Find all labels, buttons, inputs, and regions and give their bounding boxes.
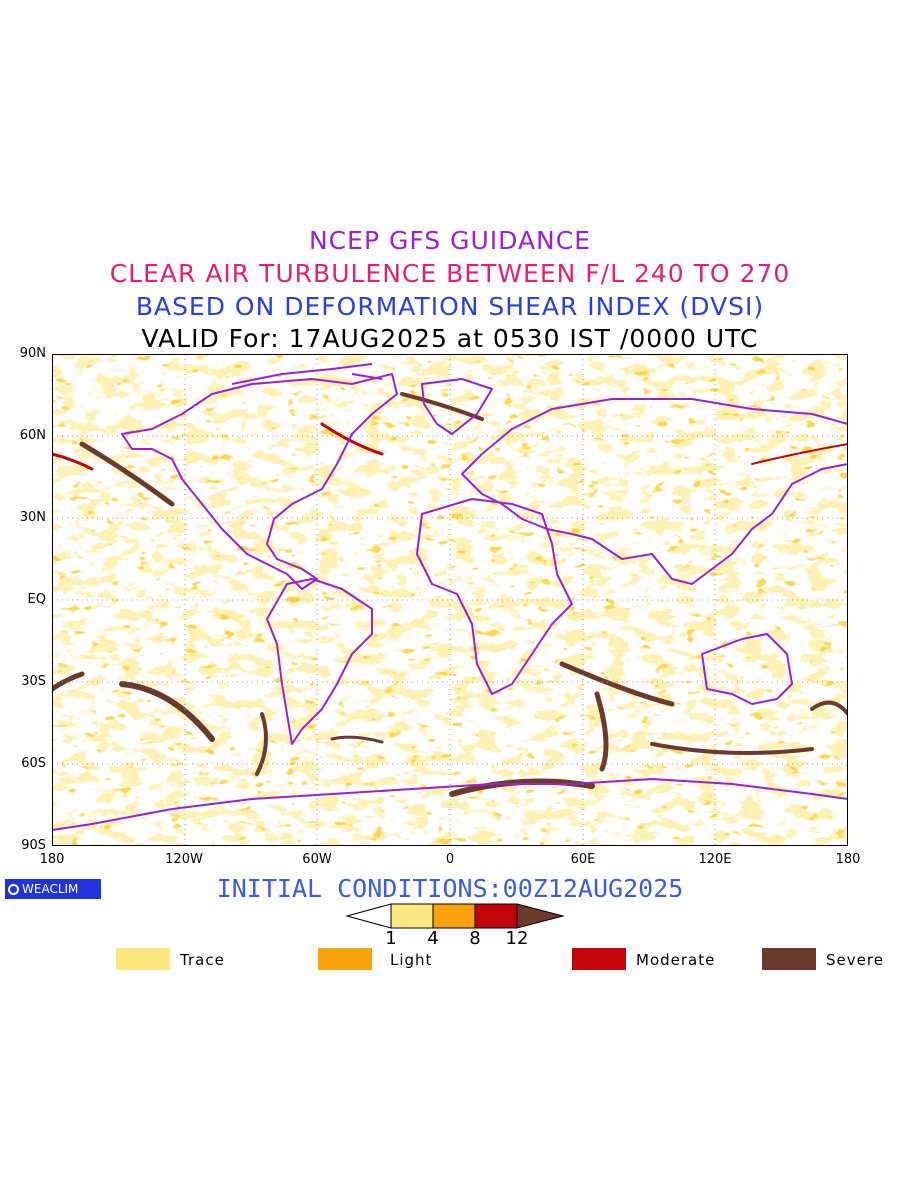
africa-coast [416, 498, 573, 695]
ytick-eq: EQ [27, 592, 46, 607]
colorbar-level-12: 12 [505, 928, 529, 949]
north-america-coast [121, 373, 398, 590]
gridlines [52, 354, 848, 846]
ytick-90n: 90N [19, 346, 46, 361]
ytick-60n: 60N [19, 428, 46, 443]
legend-label-moderate: Moderate [636, 951, 716, 969]
ytick-90s: 90S [21, 838, 46, 853]
eurasia-coast [461, 398, 848, 585]
legend-label-trace: Trace [180, 951, 225, 969]
colorbar-moderate-bin [474, 903, 518, 929]
ytick-60s: 60S [21, 756, 46, 771]
xtick-120w: 120W [165, 852, 203, 867]
title-line-1: NCEP GFS GUIDANCE [308, 226, 591, 255]
xtick-180w: 180 [39, 852, 65, 867]
title-line-2: CLEAR AIR TURBULENCE BETWEEN F/L 240 TO … [109, 259, 791, 288]
xtick-120e: 120E [698, 852, 732, 867]
legend-swatch-moderate [572, 948, 626, 970]
legend-swatch-light [318, 948, 372, 970]
xtick-180e: 180 [835, 852, 861, 867]
legend-label-severe: Severe [826, 951, 884, 969]
colorbar-level-8: 8 [469, 928, 481, 949]
logo-text: WEACLIM [22, 882, 79, 896]
coastlines [52, 363, 848, 831]
turbulence-map [52, 354, 848, 846]
initial-conditions: INITIAL CONDITIONS:00Z12AUG2025 [216, 874, 684, 903]
light-turbulence-field [52, 354, 848, 846]
south-america-coast [266, 578, 373, 745]
colorbar-level-4: 4 [427, 928, 439, 949]
ytick-30n: 30N [19, 510, 46, 525]
xtick-60w: 60W [302, 852, 332, 867]
australia-coast [701, 633, 793, 705]
colorbar-high-arrow [516, 903, 565, 929]
legend-swatch-trace [116, 948, 170, 970]
greenland-coast [421, 378, 493, 435]
title-line-3: BASED ON DEFORMATION SHEAR INDEX (DVSI) [135, 292, 765, 321]
legend-label-light: Light [390, 951, 433, 969]
colorbar [345, 903, 565, 929]
colorbar-low-arrow [345, 903, 392, 929]
antarctica-coast [52, 778, 848, 831]
valid-time: VALID For: 17AUG2025 at 0530 IST /0000 U… [141, 324, 759, 353]
weaclim-logo: WEACLIM [5, 879, 101, 899]
logo-ring-icon [8, 883, 19, 895]
xtick-60e: 60E [570, 852, 596, 867]
ytick-30s: 30S [21, 674, 46, 689]
colorbar-trace-bin [390, 903, 434, 929]
colorbar-level-1: 1 [385, 928, 397, 949]
colorbar-light-bin [432, 903, 476, 929]
map-frame [52, 354, 848, 846]
xtick-0: 0 [445, 852, 455, 867]
legend-swatch-severe [762, 948, 816, 970]
arctic-islands-coast [231, 363, 383, 385]
